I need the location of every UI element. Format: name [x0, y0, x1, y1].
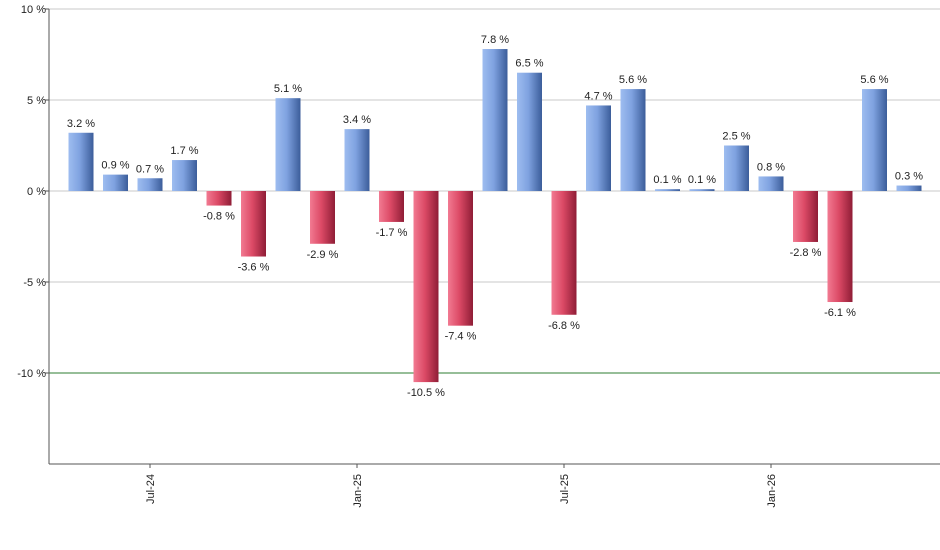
bar-value-label: 0.1 % [653, 174, 681, 186]
bar-positive [758, 176, 784, 191]
x-tick-label: Jul-24 [145, 474, 157, 504]
bars [68, 49, 922, 383]
bar-negative [379, 191, 404, 222]
bar-value-label: 0.3 % [895, 171, 923, 183]
bar-value-label: -3.6 % [238, 262, 270, 274]
bar-value-label: -7.4 % [445, 331, 477, 343]
bar-positive [586, 105, 611, 191]
bar-value-label: -1.7 % [376, 227, 408, 239]
bar-positive [172, 160, 197, 191]
bar-negative [448, 191, 473, 326]
bar-value-label: 2.5 % [722, 131, 750, 143]
bar-value-label: -2.8 % [790, 247, 822, 259]
bar-value-label: -10.5 % [407, 387, 445, 399]
x-tick-labels: Jul-24 Jan-25 Jul-25 Jan-26 [145, 464, 778, 508]
bar-positive [896, 185, 922, 191]
bar-value-label: 1.7 % [170, 145, 198, 157]
axes [48, 9, 940, 465]
bar-negative [551, 191, 577, 315]
bar-value-label: 5.6 % [860, 74, 888, 86]
x-tick-label: Jul-25 [559, 474, 571, 504]
bar-value-label: 4.7 % [584, 90, 612, 102]
y-tick-label: 10 % [21, 4, 46, 16]
bar-value-label: -2.9 % [307, 249, 339, 261]
bar-positive [482, 49, 508, 191]
bar-positive [620, 89, 646, 191]
bar-value-label: 3.4 % [343, 114, 371, 126]
bar-value-label: 5.1 % [274, 83, 302, 95]
x-tick-label: Jan-25 [352, 474, 364, 508]
bar-value-label: 0.7 % [136, 163, 164, 175]
y-tick-label: -5 % [23, 277, 46, 289]
bar-value-label: 0.1 % [688, 174, 716, 186]
bar-value-label: -0.8 % [203, 211, 235, 223]
bar-negative [793, 191, 818, 242]
data-labels: 3.2 % 0.9 % 0.7 % 1.7 % -0.8 % -3.6 % 5.1 % -2.… [67, 34, 923, 399]
bar-value-label: 7.8 % [481, 34, 509, 46]
bar-positive [344, 129, 370, 191]
bar-value-label: 5.6 % [619, 74, 647, 86]
bar-value-label: 6.5 % [515, 58, 543, 70]
bar-positive [103, 174, 128, 191]
bar-positive [68, 132, 94, 191]
y-tick-label: 5 % [27, 95, 46, 107]
bar-positive [724, 145, 749, 191]
y-tick-label: -10 % [17, 368, 46, 380]
x-tick-label: Jan-26 [766, 474, 778, 508]
bar-value-label: 0.9 % [101, 160, 129, 172]
bar-positive [689, 189, 715, 191]
bar-value-label: 3.2 % [67, 118, 95, 130]
bar-value-label: -6.8 % [548, 320, 580, 332]
bar-value-label: 0.8 % [757, 161, 785, 173]
y-tick-label: 0 % [27, 186, 46, 198]
bar-positive [655, 189, 680, 191]
y-tick-labels: 10 % 5 % 0 % -5 % -10 % [17, 4, 49, 380]
bar-negative [206, 191, 232, 206]
bar-negative [413, 191, 439, 383]
bar-positive [862, 89, 887, 191]
bar-negative [241, 191, 266, 257]
bar-positive [517, 72, 542, 191]
bar-positive [275, 98, 301, 191]
bar-value-label: -6.1 % [824, 307, 856, 319]
bar-positive [137, 178, 163, 191]
bar-negative [827, 191, 853, 303]
bar-negative [310, 191, 335, 244]
